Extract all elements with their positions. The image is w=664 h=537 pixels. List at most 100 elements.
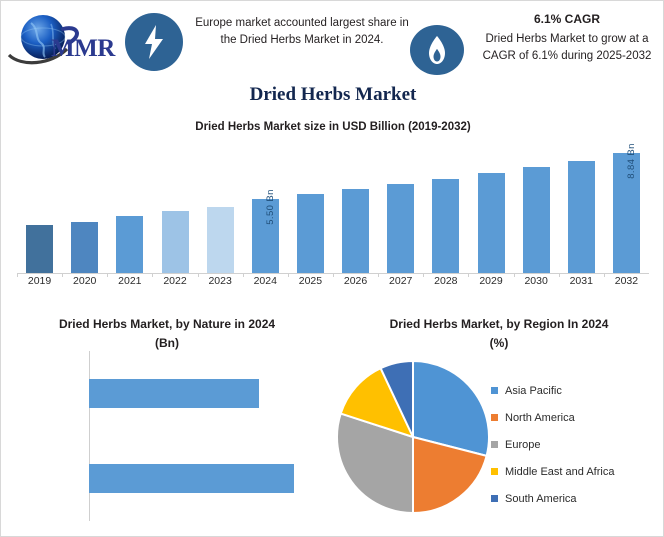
flame-icon xyxy=(410,25,464,75)
column-bar xyxy=(71,221,99,273)
pie-slice xyxy=(412,435,488,515)
pie-graphic xyxy=(336,359,490,515)
column-bar-item xyxy=(333,143,378,273)
pie-legend-item: Middle East and Africa xyxy=(491,458,663,485)
column-bar-item xyxy=(288,143,333,273)
axis-tick-mark xyxy=(333,273,334,277)
axis-tick-mark xyxy=(558,273,560,277)
column-bar: 8.84 Bn xyxy=(612,144,640,273)
pie-chart-title: Dried Herbs Market, by Region In 2024 (%… xyxy=(333,315,663,353)
header-band: MMR Europe market accounted largest shar… xyxy=(1,1,663,116)
column-bar-item xyxy=(198,143,243,273)
axis-tick-mark xyxy=(197,273,199,277)
column-bar-item xyxy=(423,143,468,273)
column-bar xyxy=(26,224,54,273)
lightning-bolt-icon xyxy=(125,13,183,71)
axis-tick-mark xyxy=(152,273,154,277)
axis-tick-mark xyxy=(287,273,289,277)
nature-y-axis xyxy=(89,351,90,521)
pie-legend-swatch xyxy=(491,441,498,448)
column-bar-item xyxy=(378,143,423,273)
pie-slice xyxy=(379,359,414,438)
column-axis-tick-label: 2029 xyxy=(479,275,503,287)
column-bar xyxy=(116,216,144,273)
mmr-logo: MMR xyxy=(7,9,119,71)
pie-chart-title-text: Dried Herbs Market, by Region In 2024 xyxy=(389,317,609,331)
axis-tick-mark xyxy=(603,273,605,277)
europe-share-note: Europe market accounted largest share in… xyxy=(195,17,409,46)
pie-legend-swatch xyxy=(491,468,498,475)
axis-tick-mark xyxy=(513,273,515,277)
column-bar-item xyxy=(17,143,62,273)
column-bar-item xyxy=(469,143,514,273)
column-bar xyxy=(567,160,595,273)
column-bar-item xyxy=(107,143,152,273)
pie-legend-label: Europe xyxy=(505,438,541,451)
column-bar xyxy=(432,178,460,273)
column-axis-tick-label: 2028 xyxy=(434,275,458,287)
column-bar-item xyxy=(153,143,198,273)
column-bar-item xyxy=(514,143,559,273)
pie-legend-swatch xyxy=(491,495,498,502)
column-bar xyxy=(522,166,550,273)
pie-legend-item: South America xyxy=(491,485,663,512)
column-bar: 5.50 Bn xyxy=(251,189,279,273)
pie-legend-label: Asia Pacific xyxy=(505,384,562,397)
column-axis-tick-label: 2026 xyxy=(343,275,368,287)
nature-bar xyxy=(89,464,295,493)
axis-tick-mark xyxy=(242,273,244,277)
column-bar-item: 8.84 Bn xyxy=(604,143,649,273)
cagr-note: Dried Herbs Market to grow at a CAGR of … xyxy=(482,33,652,62)
column-bar xyxy=(477,173,505,273)
axis-tick-mark xyxy=(468,273,470,277)
column-axis-tick-label: 2024 xyxy=(253,275,277,287)
column-bar xyxy=(296,194,324,273)
market-size-column-chart: Dried Herbs Market size in USD Billion (… xyxy=(1,117,663,301)
pie-legend-label: North America xyxy=(505,411,575,424)
column-axis-tick-label: 2030 xyxy=(524,275,548,287)
pie-legend-label: South America xyxy=(505,492,577,505)
nature-chart-title: Dried Herbs Market, by Nature in 2024 (B… xyxy=(1,315,333,353)
pie-legend-label: Middle East and Africa xyxy=(505,465,615,478)
pie-slice xyxy=(339,366,415,439)
column-bar xyxy=(387,184,415,273)
globe-swoosh-logo xyxy=(7,15,79,65)
column-bar xyxy=(206,206,234,273)
axis-tick-mark xyxy=(378,273,380,277)
column-axis-tick-label: 2019 xyxy=(27,275,52,287)
pie-chart-subtitle-text: (%) xyxy=(489,336,509,350)
nature-chart-subtitle-text: (Bn) xyxy=(155,336,179,350)
axis-tick-mark xyxy=(17,273,18,277)
nature-chart-title-text: Dried Herbs Market, by Nature in 2024 xyxy=(58,317,276,331)
column-axis-tick-label: 2023 xyxy=(208,275,232,287)
nature-bar xyxy=(89,379,259,408)
column-axis-tick-label: 2021 xyxy=(118,275,142,287)
nature-bar-chart: Dried Herbs Market, by Nature in 2024 (B… xyxy=(1,309,333,536)
pie-slice xyxy=(412,359,490,458)
pie-legend-swatch xyxy=(491,414,498,421)
nature-plot: ConventionalOrganic xyxy=(89,351,325,521)
column-chart-title: Dried Herbs Market size in USD Billion (… xyxy=(195,121,471,133)
axis-tick-mark xyxy=(423,273,425,277)
column-axis-tick-label: 2032 xyxy=(614,275,639,287)
column-axis-tick-label: 2031 xyxy=(569,275,593,287)
column-bar-value-label: 8.84 Bn xyxy=(626,143,638,180)
logo-wordmark: MMR xyxy=(51,35,115,62)
pie-legend-swatch xyxy=(491,387,498,394)
pie-legend-item: North America xyxy=(491,404,663,431)
pie-slice xyxy=(336,412,414,515)
column-bar xyxy=(342,189,370,273)
column-chart-plot: 5.50 Bn 8.84 Bn xyxy=(17,143,649,273)
pie-legend: Asia Pacific North America Europe Middle Ea… xyxy=(491,377,663,512)
column-bar-item xyxy=(62,143,107,273)
column-axis-tick-label: 2025 xyxy=(298,275,323,287)
column-axis-tick-label: 2020 xyxy=(73,275,97,287)
region-pie-chart: Dried Herbs Market, by Region In 2024 (%… xyxy=(333,309,663,536)
column-bar-item: 5.50 Bn xyxy=(243,143,288,273)
page-title: Dried Herbs Market xyxy=(249,84,417,105)
axis-tick-mark xyxy=(107,273,109,277)
pie-legend-item: Asia Pacific xyxy=(491,377,663,404)
column-bar-value-label: 5.50 Bn xyxy=(265,188,277,225)
column-bar-item xyxy=(559,143,604,273)
